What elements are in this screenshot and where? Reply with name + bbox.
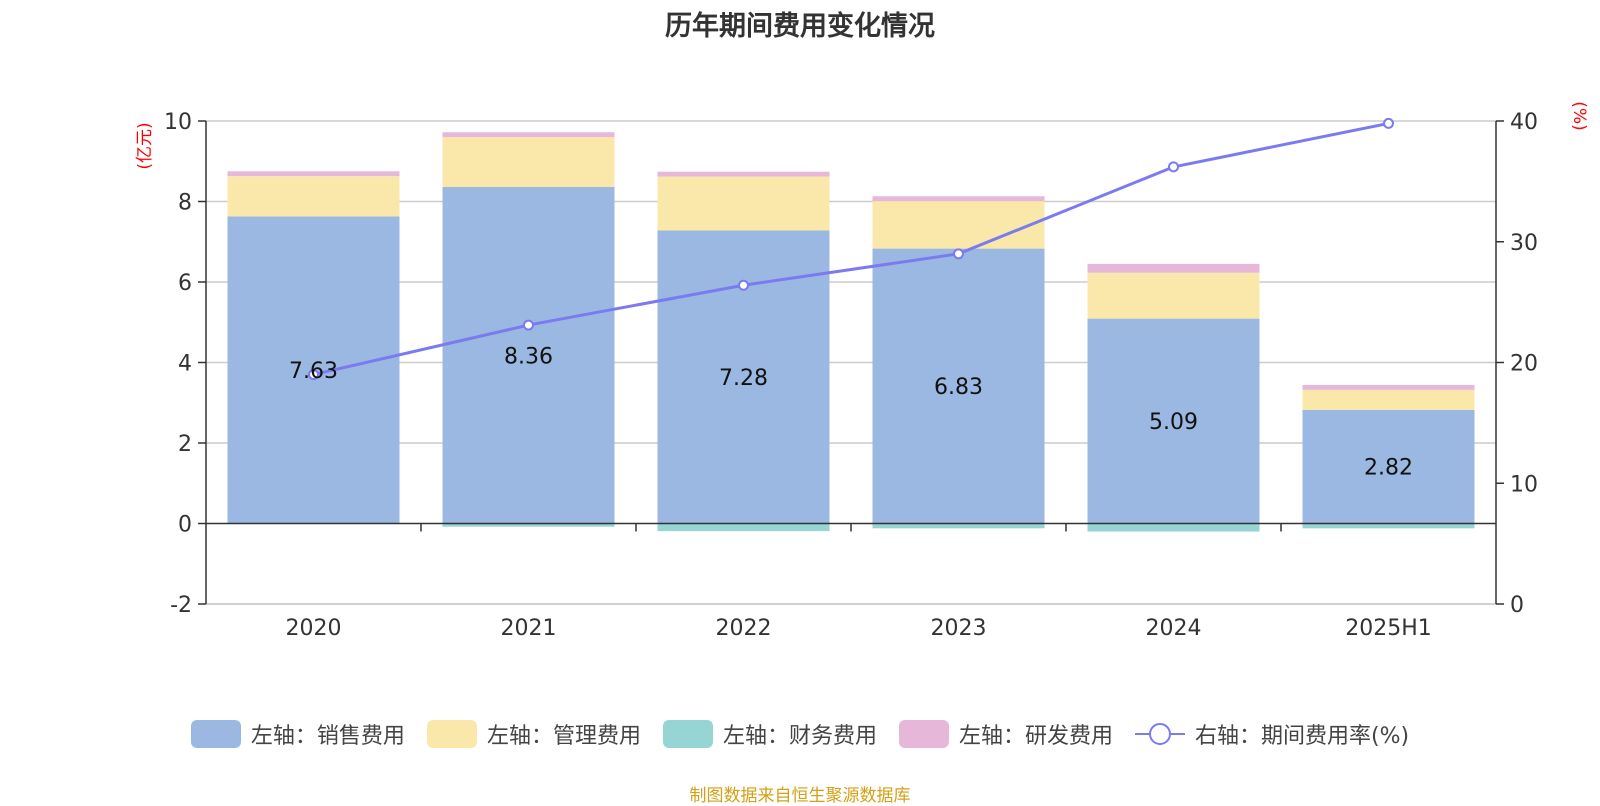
x-tick-label: 2024 [1146,616,1202,641]
right-tick-label: 10 [1510,472,1538,497]
legend-line-marker [1135,720,1185,748]
right-axis-unit: (%) [1569,101,1589,130]
right-tick-label: 0 [1510,593,1524,618]
bar-rd-2020 [228,171,400,176]
bar-admin-2022 [658,177,830,231]
x-tick-label: 2023 [931,616,987,641]
bar-layer [228,132,1475,531]
bar-finance-2022 [658,524,830,532]
x-tick-label: 2022 [716,616,772,641]
legend: 左轴：销售费用 左轴：管理费用 左轴：财务费用 左轴：研发费用 右轴：期间费用率(%) [0,718,1600,750]
bar-rd-2021 [443,132,615,137]
bar-admin-2020 [228,176,400,216]
legend-item-rd[interactable]: 左轴：研发费用 [899,718,1113,750]
bar-admin-2025H1 [1303,390,1475,410]
legend-item-sales[interactable]: 左轴：销售费用 [191,718,405,750]
legend-label: 左轴：管理费用 [487,718,641,750]
legend-swatch [191,720,241,748]
legend-swatch [663,720,713,748]
left-axis-unit: (亿元) [135,122,155,169]
sales-data-label: 6.83 [934,375,983,400]
source-note: 制图数据来自恒生聚源数据库 [0,781,1600,806]
legend-label: 右轴：期间费用率(%) [1195,718,1409,750]
legend-item-admin[interactable]: 左轴：管理费用 [427,718,641,750]
left-tick-label: 6 [178,271,192,296]
sales-data-label: 2.82 [1364,456,1413,481]
legend-label: 左轴：财务费用 [723,718,877,750]
bar-rd-2024 [1088,264,1260,273]
right-tick-label: 20 [1510,352,1538,377]
rate-point [1384,119,1393,128]
bar-finance-2024 [1088,524,1260,532]
left-tick-label: 2 [178,432,192,457]
legend-label: 左轴：研发费用 [959,718,1113,750]
rate-point [524,321,533,330]
bar-admin-2024 [1088,273,1260,319]
sales-data-label: 7.28 [719,366,768,391]
rate-point [1169,162,1178,171]
left-tick-label: -2 [170,593,192,618]
x-tick-label: 2021 [501,616,557,641]
bar-admin-2021 [443,137,615,187]
bar-rd-2023 [873,196,1045,201]
legend-label: 左轴：销售费用 [251,718,405,750]
sales-data-label: 8.36 [504,344,553,369]
bar-rd-2025H1 [1303,385,1475,390]
right-tick-label: 40 [1510,110,1538,135]
x-tick-label: 2025H1 [1345,616,1432,641]
x-tick-label: 2020 [286,616,342,641]
legend-item-rate[interactable]: 右轴：期间费用率(%) [1135,718,1409,750]
bar-rd-2022 [658,172,830,177]
left-tick-label: 4 [178,352,192,377]
legend-swatch [899,720,949,748]
rate-point [954,249,963,258]
left-tick-label: 0 [178,513,192,538]
right-tick-label: 30 [1510,231,1538,256]
legend-item-finance[interactable]: 左轴：财务费用 [663,718,877,750]
sales-data-label: 7.63 [289,359,338,384]
sales-data-label: 5.09 [1149,410,1198,435]
bar-admin-2023 [873,201,1045,248]
left-tick-label: 10 [164,110,192,135]
rate-point [739,281,748,290]
left-tick-label: 8 [178,191,192,216]
legend-swatch [427,720,477,748]
